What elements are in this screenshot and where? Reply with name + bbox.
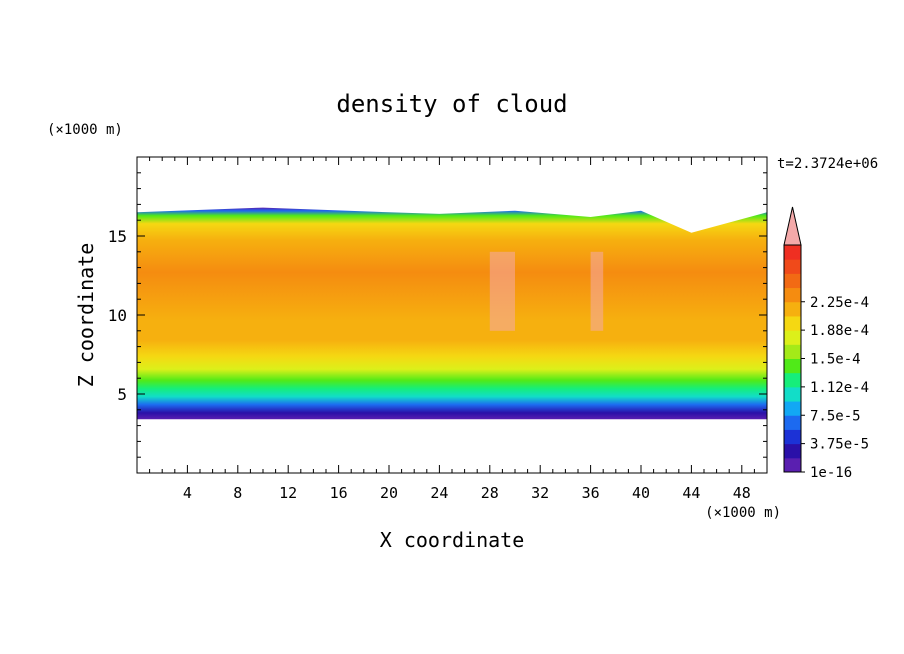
colorbar-band — [784, 443, 801, 459]
colorbar-band — [784, 259, 801, 274]
x-axis-label: X coordinate — [380, 528, 525, 552]
colorbar-band — [784, 287, 801, 303]
x-tick-label: 8 — [233, 484, 242, 502]
y-axis-label: Z coordinate — [74, 243, 98, 388]
x-unit-label: (×1000 m) — [705, 505, 781, 521]
colorbar-band — [784, 457, 801, 473]
x-axis-ticks: 4 8 12 16 20 24 28 32 36 40 44 48 — [149, 157, 755, 502]
colorbar-over-arrow — [783, 206, 802, 246]
colorbar-band — [784, 415, 801, 430]
colorbar-label: 7.5e-5 — [810, 408, 861, 424]
max-value-patch — [489, 251, 515, 331]
colorbar: 1e-16 3.75e-5 7.5e-5 1.12e-4 1.5e-4 1.88e-4 2.… — [783, 206, 869, 481]
colorbar-band — [784, 301, 801, 317]
max-value-patches — [489, 251, 604, 331]
y-tick-label: 10 — [108, 306, 127, 325]
colorbar-bands — [784, 245, 801, 473]
x-tick-label: 36 — [582, 484, 600, 502]
x-tick-label: 12 — [279, 484, 297, 502]
colorbar-band — [784, 330, 801, 345]
chart-title: density of cloud — [336, 90, 567, 118]
colorbar-label: 1e-16 — [810, 465, 852, 481]
colorbar-band — [784, 372, 801, 388]
y-unit-label: (×1000 m) — [47, 122, 123, 138]
max-value-patch — [590, 251, 604, 331]
x-tick-label: 24 — [430, 484, 448, 502]
colorbar-label: 1.5e-4 — [810, 352, 861, 368]
colorbar-band — [784, 315, 801, 331]
x-tick-label: 40 — [632, 484, 650, 502]
y-tick-label: 15 — [108, 227, 127, 246]
colorbar-label: 3.75e-5 — [810, 437, 869, 453]
colorbar-band — [784, 429, 801, 445]
x-tick-label: 44 — [682, 484, 700, 502]
cloud-field — [137, 207, 767, 420]
colorbar-band — [784, 344, 801, 359]
y-tick-label: 5 — [117, 385, 127, 404]
x-tick-label: 28 — [481, 484, 499, 502]
colorbar-label: 1.12e-4 — [810, 380, 869, 396]
plot-area — [137, 207, 767, 420]
x-tick-label: 16 — [330, 484, 348, 502]
x-tick-label: 4 — [183, 484, 192, 502]
x-tick-label: 20 — [380, 484, 398, 502]
colorbar-label: 1.88e-4 — [810, 323, 869, 339]
x-tick-label: 48 — [733, 484, 751, 502]
colorbar-band — [784, 401, 801, 416]
x-tick-label: 32 — [531, 484, 549, 502]
colorbar-band — [784, 273, 801, 289]
colorbar-band — [784, 245, 801, 260]
time-label: t=2.3724e+06 — [777, 156, 878, 172]
colorbar-label: 2.25e-4 — [810, 295, 869, 311]
colorbar-labels: 1e-16 3.75e-5 7.5e-5 1.12e-4 1.5e-4 1.88e-4 2.… — [801, 295, 869, 481]
colorbar-band — [784, 386, 801, 402]
colorbar-band — [784, 358, 801, 374]
y-axis-ticks: 5 10 15 — [108, 172, 767, 458]
